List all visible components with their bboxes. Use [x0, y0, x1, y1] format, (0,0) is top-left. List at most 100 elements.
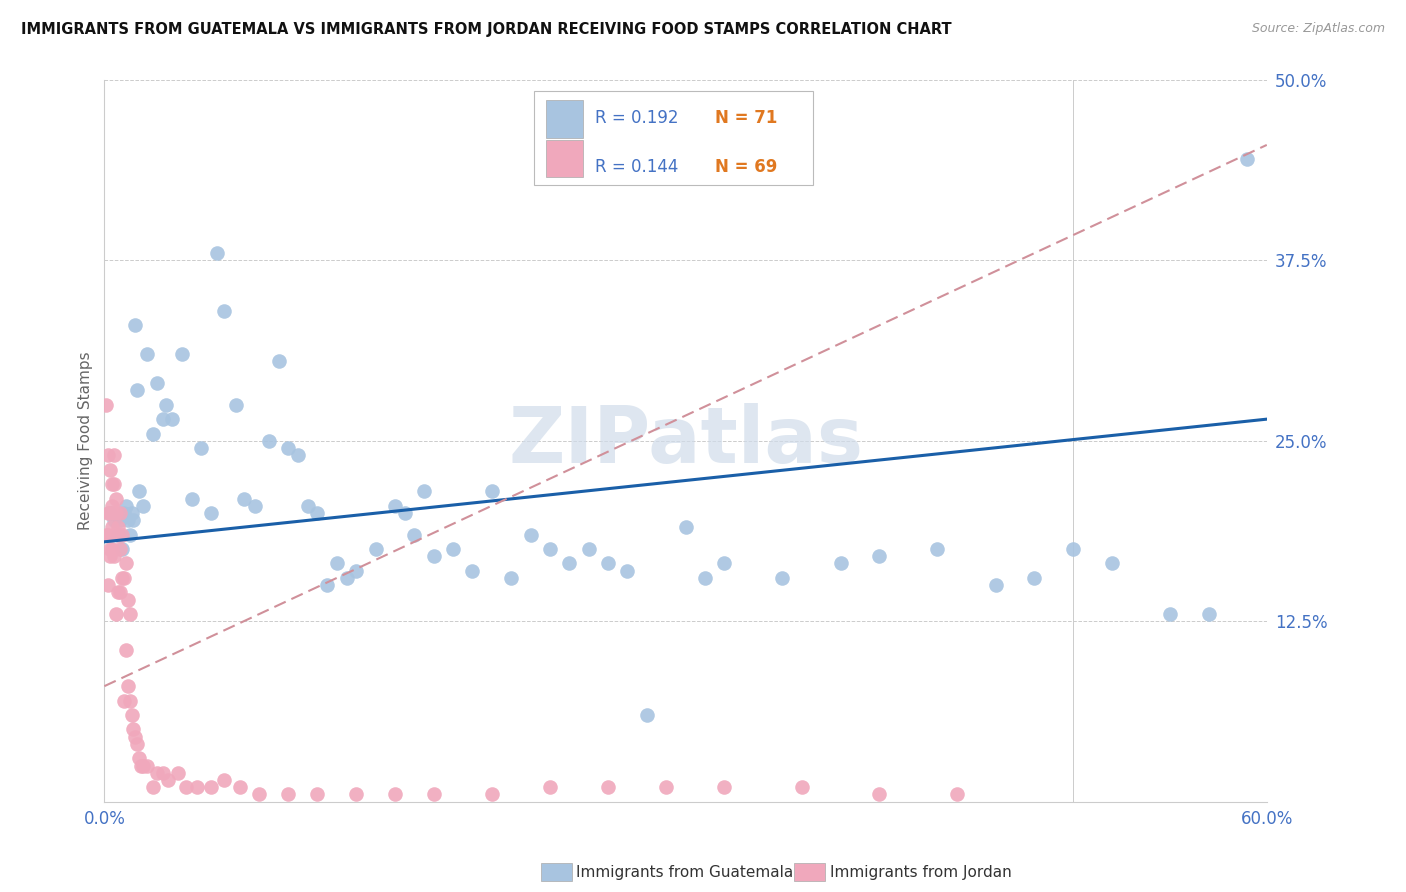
Point: [103, 513, 125, 527]
Point: [122, 723, 145, 737]
Point: [413, 484, 436, 499]
Point: [636, 708, 658, 723]
Point: [107, 527, 129, 541]
Text: IMMIGRANTS FROM GUATEMALA VS IMMIGRANTS FROM JORDAN RECEIVING FOOD STAMPS CORREL: IMMIGRANTS FROM GUATEMALA VS IMMIGRANTS …: [21, 22, 952, 37]
Point: [103, 506, 125, 520]
Point: [105, 607, 128, 621]
Point: [481, 788, 503, 802]
Point: [98, 463, 121, 477]
Point: [441, 542, 464, 557]
Point: [145, 765, 167, 780]
Point: [225, 398, 247, 412]
Point: [128, 751, 150, 765]
Point: [247, 788, 270, 802]
Point: [132, 758, 155, 772]
Point: [868, 549, 890, 564]
Text: N = 69: N = 69: [714, 158, 778, 176]
Point: [229, 780, 252, 794]
Point: [984, 578, 1007, 592]
Point: [142, 780, 165, 794]
FancyBboxPatch shape: [546, 140, 583, 178]
Point: [344, 788, 367, 802]
Point: [180, 491, 202, 506]
Point: [190, 441, 212, 455]
Point: [105, 491, 128, 506]
Point: [142, 426, 165, 441]
Point: [98, 542, 121, 557]
Point: [946, 788, 969, 802]
Point: [118, 607, 141, 621]
Point: [117, 679, 139, 693]
Point: [157, 772, 180, 787]
Point: [114, 643, 136, 657]
Point: [384, 499, 406, 513]
Point: [578, 542, 600, 557]
Point: [108, 506, 131, 520]
Point: [121, 708, 143, 723]
Point: [519, 527, 541, 541]
Point: [655, 780, 678, 794]
Point: [287, 448, 309, 462]
Point: [118, 693, 141, 707]
Point: [394, 506, 416, 520]
Text: R = 0.144: R = 0.144: [595, 158, 678, 176]
Point: [127, 737, 149, 751]
Point: [344, 564, 367, 578]
Point: [257, 434, 280, 448]
Point: [108, 542, 131, 557]
Point: [108, 513, 131, 527]
Point: [713, 557, 735, 571]
Point: [596, 780, 619, 794]
Point: [111, 571, 134, 585]
Point: [136, 347, 159, 361]
Point: [111, 527, 134, 541]
Point: [167, 765, 190, 780]
Point: [155, 398, 177, 412]
Point: [98, 549, 121, 564]
Point: [830, 557, 852, 571]
Point: [501, 571, 523, 585]
Point: [277, 788, 299, 802]
Point: [114, 499, 136, 513]
Text: Immigrants from Jordan: Immigrants from Jordan: [830, 865, 1011, 880]
Point: [384, 788, 406, 802]
Point: [97, 448, 120, 462]
Point: [538, 542, 561, 557]
Point: [132, 499, 155, 513]
Point: [108, 585, 131, 599]
Point: [112, 571, 135, 585]
Point: [1159, 607, 1181, 621]
Point: [200, 506, 222, 520]
Point: [307, 788, 329, 802]
Point: [675, 520, 697, 534]
Point: [107, 585, 129, 599]
Point: [101, 477, 124, 491]
Text: ZIPatlas: ZIPatlas: [508, 403, 863, 479]
Point: [1062, 542, 1084, 557]
Point: [174, 780, 197, 794]
Point: [103, 549, 125, 564]
Point: [538, 780, 561, 794]
Point: [693, 571, 716, 585]
Point: [124, 318, 146, 333]
Point: [422, 788, 444, 802]
Point: [461, 564, 484, 578]
Point: [1236, 153, 1258, 167]
Point: [232, 491, 254, 506]
Point: [152, 412, 174, 426]
Point: [772, 571, 794, 585]
Point: [121, 506, 143, 520]
Text: R = 0.192: R = 0.192: [595, 109, 679, 128]
Point: [98, 506, 121, 520]
Point: [326, 557, 349, 571]
Point: [214, 304, 236, 318]
Point: [97, 527, 120, 541]
Point: [186, 780, 208, 794]
Point: [316, 578, 339, 592]
Point: [145, 376, 167, 390]
Point: [404, 527, 426, 541]
Point: [101, 499, 124, 513]
Text: Immigrants from Guatemala: Immigrants from Guatemala: [576, 865, 794, 880]
Point: [111, 542, 134, 557]
Point: [205, 246, 228, 260]
